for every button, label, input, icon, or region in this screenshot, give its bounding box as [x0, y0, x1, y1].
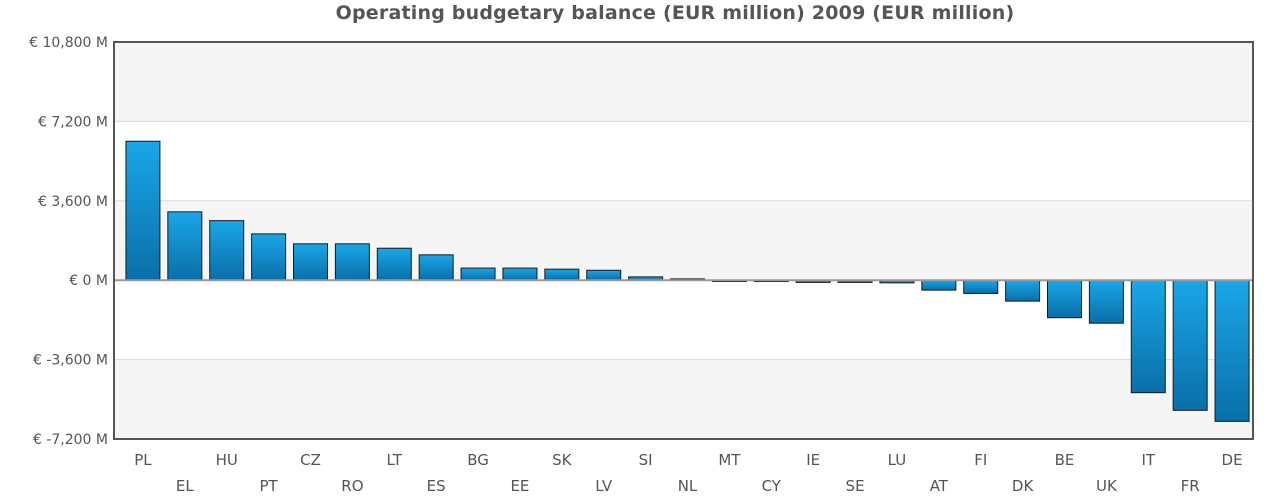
y-tick-label: € -7,200 M [33, 432, 108, 448]
bar-fr [1172, 279, 1208, 411]
x-tick-label: DK [1012, 477, 1035, 495]
bar-el [167, 211, 203, 281]
x-tick-label: LT [387, 451, 403, 469]
chart-title: Operating budgetary balance (EUR million… [335, 2, 1015, 24]
x-tick-label: LU [888, 451, 907, 469]
x-tick-label: IT [1141, 451, 1155, 469]
bar-ro [334, 243, 370, 281]
bars-group [125, 140, 1250, 422]
bar-be [1047, 279, 1082, 319]
x-tick-label: PT [260, 477, 279, 495]
x-tick-label: ES [427, 477, 446, 495]
bar-uk [1088, 279, 1124, 324]
x-tick-label: MT [718, 451, 741, 469]
bar-it [1130, 279, 1166, 394]
bar-bg [460, 267, 496, 281]
x-tick-label: NL [678, 477, 698, 495]
x-tick-label: FI [974, 451, 987, 469]
bar-pt [251, 233, 287, 281]
y-tick-label: € 3,600 M [38, 194, 108, 210]
grid-band [114, 359, 1253, 439]
plot-frame [113, 41, 1254, 440]
bar-es [418, 254, 454, 281]
bar-de [1214, 279, 1250, 422]
bar-at [921, 279, 957, 291]
x-tick-label: SK [552, 451, 573, 469]
bar-dk [1005, 279, 1041, 302]
x-tick-label: CY [762, 477, 782, 495]
x-tick-label: FR [1181, 477, 1200, 495]
y-tick-label: € 7,200 M [38, 114, 108, 130]
x-tick-label: RO [341, 477, 363, 495]
bar-ee [502, 267, 538, 281]
x-tick-label: UK [1096, 477, 1118, 495]
bar-hu [209, 220, 245, 281]
x-axis-labels: PL EL HU PT CZ RO LT ES BG EE SK LV SI NL MT CY IE SE LU AT… [134, 451, 1242, 495]
y-tick-label: € -3,600 M [33, 353, 108, 369]
x-tick-label: EE [510, 477, 529, 495]
x-tick-label: LV [595, 477, 613, 495]
bar-lv [586, 269, 622, 281]
bar-pl [125, 140, 161, 281]
x-tick-label: DE [1222, 451, 1243, 469]
x-tick-label: IE [806, 451, 820, 469]
x-tick-label: CZ [300, 451, 321, 469]
grid-band [114, 42, 1253, 122]
bar-lt [376, 247, 412, 281]
bar-sk [544, 268, 580, 281]
x-tick-label: SI [639, 451, 653, 469]
y-axis-labels: € -7,200 M € -3,600 M € 0 M € 3,600 M € 7,20… [29, 35, 108, 448]
x-tick-label: BE [1055, 451, 1075, 469]
x-tick-label: BG [467, 451, 489, 469]
x-tick-label: PL [134, 451, 152, 469]
x-tick-label: EL [176, 477, 194, 495]
bar-cz [293, 243, 328, 281]
y-tick-label: € 10,800 M [29, 35, 108, 51]
x-tick-label: AT [930, 477, 949, 495]
x-tick-label: SE [846, 477, 865, 495]
y-tick-label: € 0 M [69, 273, 108, 289]
bar-fi [963, 279, 999, 294]
x-tick-label: HU [216, 451, 238, 469]
